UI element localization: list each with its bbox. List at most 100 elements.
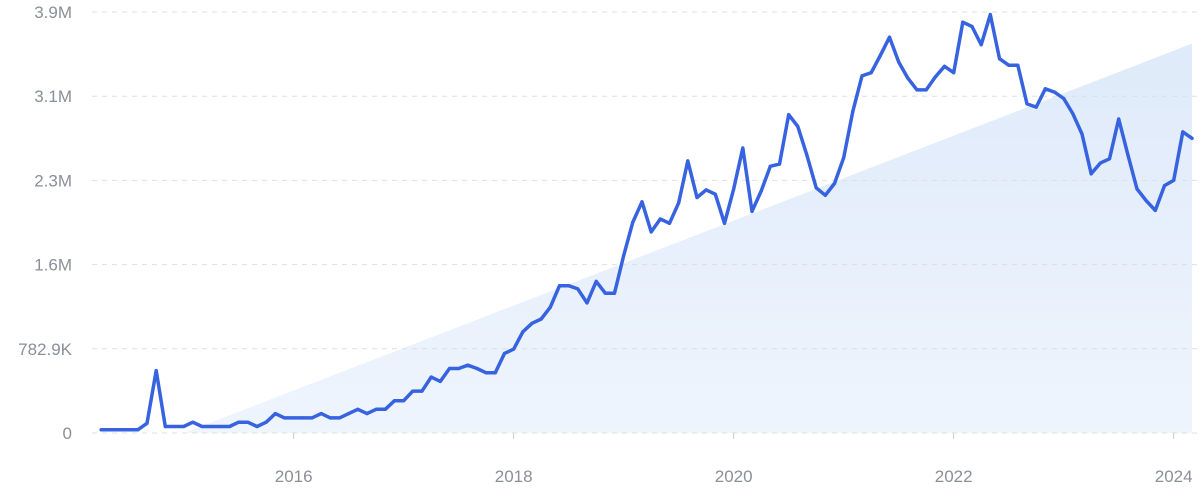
data-point: [411, 389, 415, 393]
data-point: [924, 88, 928, 92]
data-point: [117, 428, 122, 432]
data-point: [594, 279, 598, 283]
data-point: [530, 321, 534, 325]
data-point: [1144, 199, 1148, 203]
x-tick-label: 2020: [715, 467, 753, 486]
y-tick-label: 1.6M: [34, 256, 72, 275]
data-point: [814, 186, 818, 190]
data-point: [686, 159, 690, 163]
data-point: [557, 284, 562, 288]
data-point: [567, 284, 571, 288]
data-point: [713, 192, 717, 196]
data-point: [732, 187, 736, 191]
data-point: [521, 330, 525, 334]
data-point: [447, 366, 452, 371]
data-point: [1153, 208, 1157, 212]
data-point: [1162, 184, 1167, 188]
data-point: [337, 416, 342, 420]
data-point: [741, 146, 745, 150]
data-point: [677, 201, 681, 205]
data-point: [988, 13, 992, 17]
data-point: [191, 420, 195, 424]
data-point: [154, 369, 158, 373]
x-axis: 2016 2018 2020 2022 2024: [275, 433, 1193, 486]
data-point: [310, 416, 314, 420]
data-point: [347, 412, 351, 416]
data-point: [1181, 130, 1185, 134]
data-point: [475, 366, 479, 371]
data-point: [631, 220, 635, 224]
data-point: [649, 230, 653, 234]
data-point: [1135, 187, 1139, 191]
data-point: [842, 156, 846, 160]
data-point: [695, 195, 699, 200]
data-point: [1025, 102, 1029, 106]
data-point: [1016, 63, 1020, 67]
y-tick-label: 2.3M: [34, 171, 72, 190]
data-point: [493, 371, 497, 375]
data-point: [282, 416, 287, 420]
data-point: [823, 193, 827, 197]
y-tick-label: 782.9K: [18, 340, 73, 359]
data-point: [374, 407, 378, 411]
data-point: [200, 424, 204, 429]
data-point: [777, 162, 782, 166]
data-point: [667, 221, 672, 225]
data-point: [237, 420, 241, 424]
data-point: [402, 399, 406, 403]
data-point: [832, 181, 837, 186]
data-point: [539, 317, 543, 321]
data-point: [1107, 157, 1112, 161]
data-point: [906, 76, 910, 80]
data-point: [292, 416, 296, 420]
data-point: [860, 74, 864, 78]
data-point: [466, 363, 470, 367]
data-point: [585, 301, 589, 305]
data-point: [163, 424, 167, 429]
data-point: [961, 20, 965, 24]
data-point: [1190, 136, 1194, 140]
data-point: [365, 412, 369, 416]
data-point: [1071, 112, 1075, 116]
data-point: [722, 221, 727, 225]
data-point: [438, 379, 442, 383]
data-point: [264, 420, 268, 424]
data-point: [603, 291, 607, 295]
data-point: [897, 60, 901, 64]
data-point: [759, 189, 763, 193]
data-point: [997, 57, 1002, 61]
data-point: [108, 428, 112, 432]
data-point: [915, 88, 919, 92]
data-point: [172, 424, 177, 429]
x-tick-label: 2018: [495, 467, 533, 486]
data-point: [301, 416, 305, 420]
data-point: [548, 305, 552, 309]
data-point: [383, 407, 387, 411]
x-tick-label: 2024: [1155, 467, 1193, 486]
data-point: [869, 71, 873, 75]
y-tick-label: 0: [63, 424, 72, 443]
data-point: [942, 64, 947, 68]
data-point: [1034, 105, 1038, 109]
data-point: [246, 420, 250, 424]
data-point: [273, 412, 277, 416]
data-point: [851, 109, 855, 113]
data-point: [484, 371, 488, 375]
data-point: [878, 53, 882, 58]
data-point: [704, 188, 708, 192]
data-point: [502, 351, 507, 355]
data-point: [979, 43, 983, 47]
data-point: [127, 428, 131, 432]
data-point: [640, 200, 644, 204]
data-point: [356, 407, 360, 411]
data-point: [933, 75, 937, 79]
data-point: [612, 291, 617, 295]
data-point: [319, 412, 323, 416]
data-point: [1117, 117, 1121, 121]
data-point: [750, 209, 754, 213]
data-point: [512, 347, 516, 351]
y-axis: 0 782.9K 1.6M 2.3M 3.1M 3.9M: [18, 3, 73, 443]
data-point: [227, 424, 232, 429]
data-point: [1062, 96, 1066, 101]
data-point: [622, 253, 626, 258]
